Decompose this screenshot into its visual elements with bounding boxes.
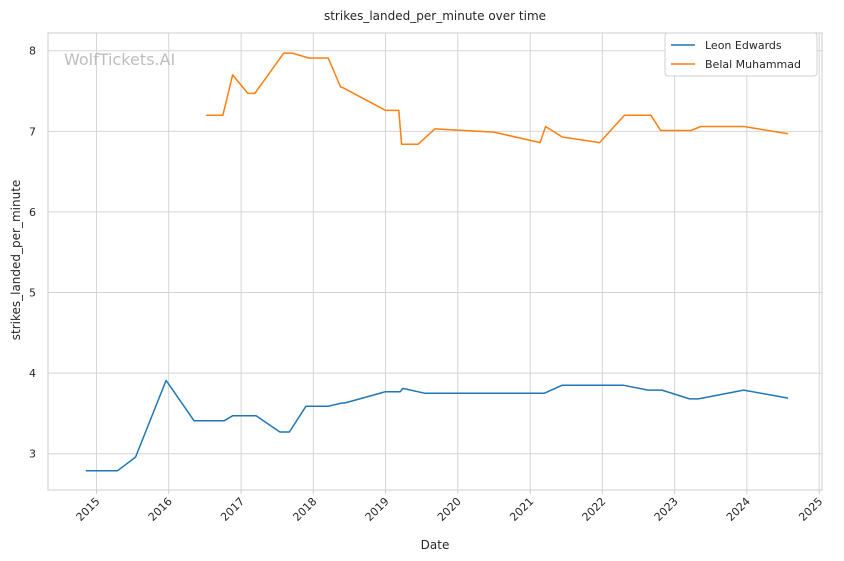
- series-layer: [85, 52, 789, 472]
- x-tick-label: 2015: [74, 495, 103, 524]
- gridlines: [48, 33, 822, 494]
- legend-box: [664, 32, 818, 77]
- x-tick-label: 2025: [796, 495, 825, 524]
- x-tick-label: 2020: [435, 495, 464, 524]
- x-tick-labels: 2015 2016 2017 2018 2019 2020 2021 2022 2023 2024…: [74, 495, 826, 524]
- y-tick-labels: 3 4 5 6 7 8: [29, 45, 36, 461]
- y-tick-label: 7: [29, 125, 36, 138]
- series-line-belal-muhammad: [206, 52, 789, 145]
- x-tick-label: 2022: [580, 495, 609, 524]
- x-tick-label: 2019: [363, 495, 392, 524]
- legend: Leon Edwards Belal Muhammad: [664, 32, 818, 77]
- x-axis-label: Date: [421, 538, 450, 552]
- axes-frame: [47, 32, 823, 491]
- legend-label-leon-edwards: Leon Edwards: [705, 39, 782, 52]
- y-tick-label: 3: [29, 448, 36, 461]
- y-tick-label: 4: [29, 367, 36, 380]
- y-tick-label: 5: [29, 287, 36, 300]
- series-line-leon-edwards: [85, 379, 789, 472]
- y-axis-label: strikes_landed_per_minute: [9, 180, 23, 341]
- x-tick-label: 2023: [652, 495, 681, 524]
- x-tick-label: 2021: [507, 495, 536, 524]
- y-tick-label: 6: [29, 206, 36, 219]
- y-tick-label: 8: [29, 45, 36, 58]
- x-tick-label: 2024: [724, 495, 753, 524]
- x-tick-label: 2016: [146, 495, 175, 524]
- x-tick-label: 2018: [290, 495, 319, 524]
- legend-label-belal-muhammad: Belal Muhammad: [705, 58, 801, 71]
- chart-title: strikes_landed_per_minute over time: [324, 9, 546, 23]
- watermark: WolfTickets.AI: [64, 50, 175, 69]
- x-tick-label: 2017: [218, 495, 247, 524]
